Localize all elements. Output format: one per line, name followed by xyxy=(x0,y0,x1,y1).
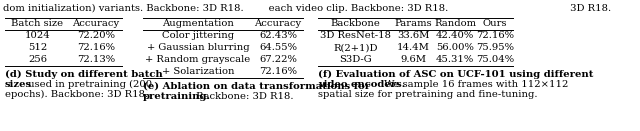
Text: 64.55%: 64.55% xyxy=(259,43,297,53)
Text: 72.13%: 72.13% xyxy=(77,56,115,64)
Text: 72.16%: 72.16% xyxy=(259,67,297,77)
Text: epochs). Backbone: 3D R18.: epochs). Backbone: 3D R18. xyxy=(5,90,148,99)
Text: Augmentation: Augmentation xyxy=(162,20,234,29)
Text: Batch size: Batch size xyxy=(12,20,63,29)
Text: Accuracy: Accuracy xyxy=(255,20,301,29)
Text: + Solarization: + Solarization xyxy=(162,67,234,77)
Text: Color jittering: Color jittering xyxy=(162,31,234,40)
Text: 9.6M: 9.6M xyxy=(400,56,426,64)
Text: Accuracy: Accuracy xyxy=(72,20,120,29)
Text: Ours: Ours xyxy=(483,20,508,29)
Text: 62.43%: 62.43% xyxy=(259,31,297,40)
Text: 72.16%: 72.16% xyxy=(77,43,115,53)
Text: (e) Ablation on data transformations for: (e) Ablation on data transformations for xyxy=(143,82,370,91)
Text: spatial size for pretraining and fine-tuning.: spatial size for pretraining and fine-tu… xyxy=(318,90,538,99)
Text: 72.20%: 72.20% xyxy=(77,31,115,40)
Text: dom initialization) variants. Backbone: 3D R18.        each video clip. Backbone: dom initialization) variants. Backbone: … xyxy=(3,4,611,13)
Text: (d) Study on different batch: (d) Study on different batch xyxy=(5,70,163,79)
Text: 33.6M: 33.6M xyxy=(397,31,429,40)
Text: 75.04%: 75.04% xyxy=(476,56,514,64)
Text: 256: 256 xyxy=(28,56,47,64)
Text: 3D ResNet-18: 3D ResNet-18 xyxy=(320,31,391,40)
Text: (f) Evaluation of ASC on UCF-101 using different: (f) Evaluation of ASC on UCF-101 using d… xyxy=(318,70,593,79)
Text: 75.95%: 75.95% xyxy=(476,43,514,53)
Text: sizes: sizes xyxy=(5,80,32,89)
Text: pretraining.: pretraining. xyxy=(143,92,211,101)
Text: We sample 16 frames with 112×112: We sample 16 frames with 112×112 xyxy=(381,80,568,89)
Text: 1024: 1024 xyxy=(24,31,51,40)
Text: R(2+1)D: R(2+1)D xyxy=(333,43,378,53)
Text: + Random grayscale: + Random grayscale xyxy=(145,56,251,64)
Text: used in pretraining (200: used in pretraining (200 xyxy=(25,80,152,89)
Text: video encoders.: video encoders. xyxy=(318,80,405,89)
Text: 42.40%: 42.40% xyxy=(436,31,474,40)
Text: 512: 512 xyxy=(28,43,47,53)
Text: S3D-G: S3D-G xyxy=(339,56,372,64)
Text: Backbone: 3D R18.: Backbone: 3D R18. xyxy=(193,92,294,101)
Text: 56.00%: 56.00% xyxy=(436,43,474,53)
Text: + Gaussian blurring: + Gaussian blurring xyxy=(147,43,250,53)
Text: 14.4M: 14.4M xyxy=(397,43,429,53)
Text: 72.16%: 72.16% xyxy=(476,31,514,40)
Text: 45.31%: 45.31% xyxy=(436,56,474,64)
Text: 67.22%: 67.22% xyxy=(259,56,297,64)
Text: Backbone: Backbone xyxy=(331,20,380,29)
Text: Params: Params xyxy=(394,20,432,29)
Text: Random: Random xyxy=(434,20,476,29)
